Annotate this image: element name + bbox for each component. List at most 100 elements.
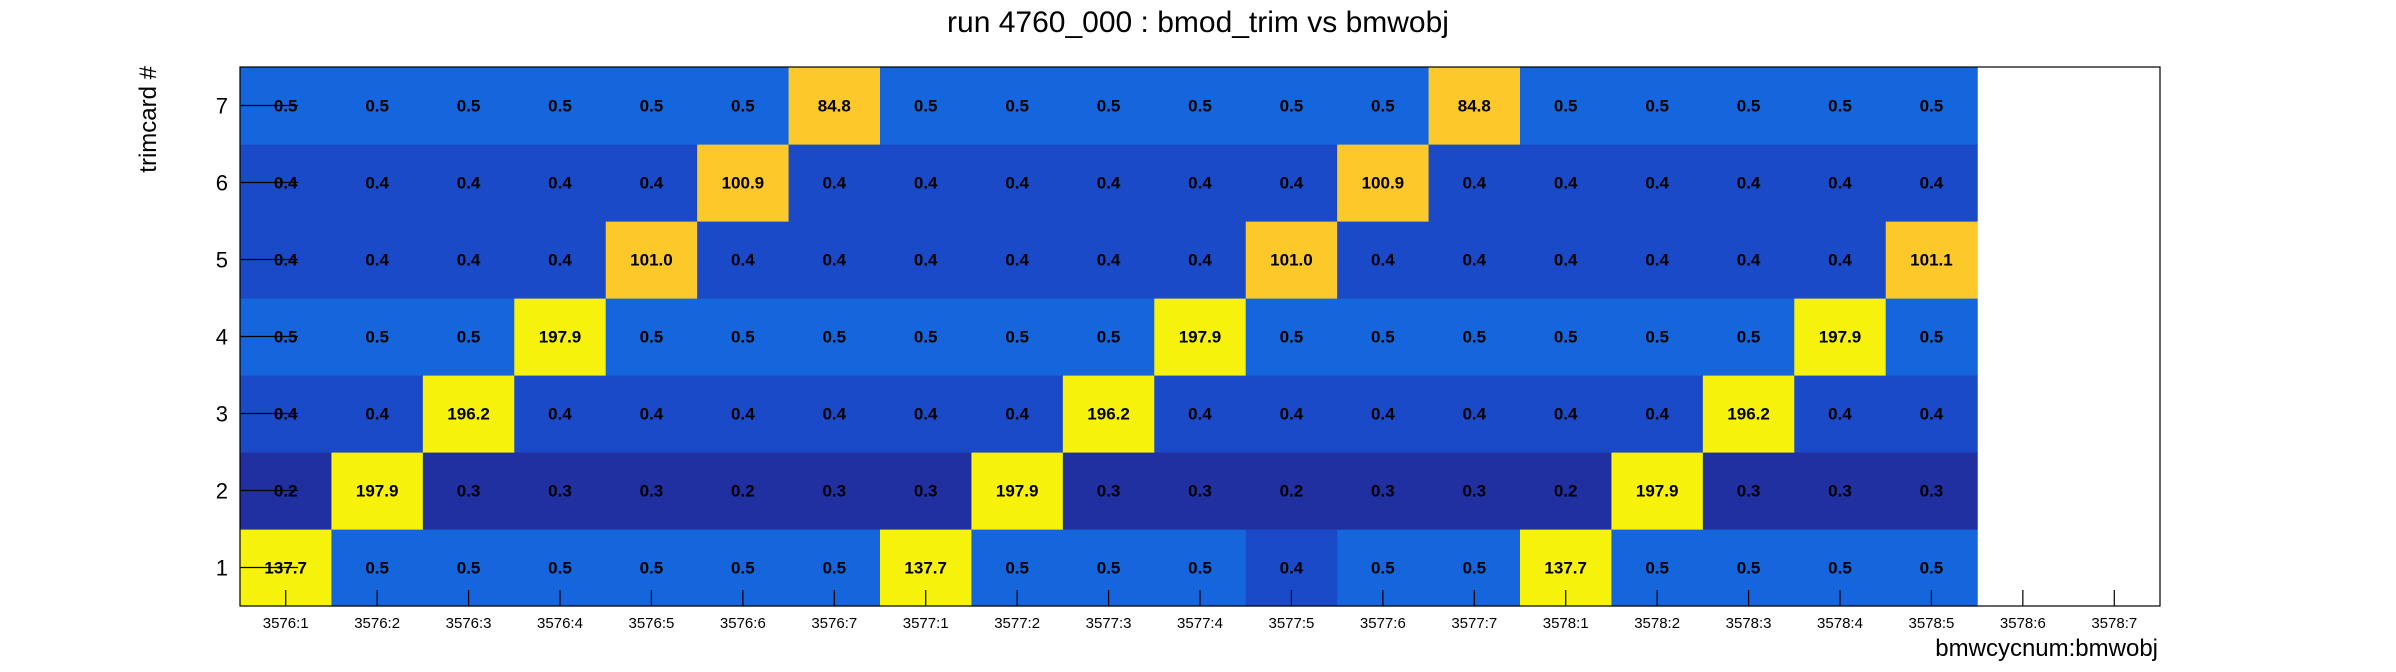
cell-value-label: 0.3 [1828,482,1852,501]
cell-value-label: 0.4 [457,174,481,193]
heatmap-cell [1245,298,1338,376]
cell-value-label: 0.5 [1371,328,1395,347]
cell-value-label: 196.2 [1087,405,1130,424]
heatmap-cell [697,144,790,222]
cell-value-label: 0.4 [1097,251,1121,270]
cell-value-label: 0.5 [1737,97,1761,116]
heatmap-cell [422,67,515,145]
cell-value-label: 0.4 [1737,174,1761,193]
heatmap-cell [331,375,424,453]
heatmap-cell [1702,375,1795,453]
cell-value-label: 0.4 [914,251,938,270]
heatmap-cell [788,67,881,145]
heatmap-cell [1337,452,1430,530]
heatmap-cell [1428,298,1521,376]
cell-value-label: 101.0 [1270,251,1313,270]
cell-value-label: 196.2 [1727,405,1770,424]
heatmap-cell [331,144,424,222]
heatmap-cell [514,298,607,376]
x-tick-label: 3577:3 [1086,615,1132,632]
cell-value-label: 0.4 [548,174,572,193]
heatmap-cell [697,298,790,376]
heatmap-cell [605,144,698,222]
heatmap-cell [1428,67,1521,145]
cell-value-label: 0.5 [1188,97,1212,116]
cell-value-label: 0.4 [1371,405,1395,424]
cell-value-label: 0.4 [1188,405,1212,424]
heatmap-cell [1885,221,1978,299]
heatmap-cell [1245,452,1338,530]
cell-value-label: 0.2 [731,482,755,501]
cell-value-label: 0.3 [1920,482,1944,501]
cell-value-label: 0.4 [1645,405,1669,424]
cell-value-label: 0.4 [457,251,481,270]
heatmap-cell [1794,144,1887,222]
heatmap-cell [788,144,881,222]
cell-value-label: 0.5 [1828,559,1852,578]
cell-value-label: 0.5 [1005,97,1029,116]
heatmap-cell [331,67,424,145]
heatmap-cell [1611,298,1704,376]
heatmap-cell [880,221,973,299]
heatmap-cell-labels: 137.7 0.5 0.5 0.5 0.5 0.5 0.5 137.7 0.5 0.5 0.5 0.4… [264,97,1952,578]
cell-value-label: 0.4 [1005,174,1029,193]
cell-value-label: 197.9 [1636,482,1679,501]
cell-value-label: 197.9 [539,328,582,347]
heatmap-cell [1611,452,1704,530]
heatmap-cell [514,221,607,299]
heatmap-cell [880,452,973,530]
cell-value-label: 0.4 [1097,174,1121,193]
heatmap-cell [605,375,698,453]
heatmap-cell [605,221,698,299]
heatmap-cell [605,452,698,530]
cell-value-label: 100.9 [1362,174,1405,193]
cell-value-label: 197.9 [356,482,399,501]
cell-value-label: 0.3 [1097,482,1121,501]
heatmap-cell [1794,221,1887,299]
y-tick-label: 4 [216,325,228,350]
heatmap-cell [1428,375,1521,453]
x-tick-label: 3577:7 [1451,615,1497,632]
heatmap-cell [1794,375,1887,453]
cell-value-label: 0.5 [822,559,846,578]
cell-value-label: 0.4 [1645,251,1669,270]
cell-value-label: 0.4 [1280,559,1304,578]
cell-value-label: 0.5 [457,97,481,116]
heatmap-cell [1428,144,1521,222]
x-tick-label: 3576:5 [628,615,674,632]
cell-value-label: 0.4 [1920,174,1944,193]
cell-value-label: 197.9 [1819,328,1862,347]
heatmap-cell [971,221,1064,299]
cell-value-label: 0.5 [731,328,755,347]
cell-value-label: 0.5 [365,97,389,116]
x-tick-label: 3577:5 [1268,615,1314,632]
heatmap-cell [788,221,881,299]
cell-value-label: 0.4 [640,405,664,424]
cell-value-label: 197.9 [1179,328,1222,347]
cell-value-label: 0.4 [1280,405,1304,424]
heatmap-cell [1885,452,1978,530]
heatmap-cell [1154,375,1247,453]
heatmap-cell [880,375,973,453]
heatmap-cell [1702,298,1795,376]
cell-value-label: 0.5 [365,328,389,347]
x-tick-label: 3577:6 [1360,615,1406,632]
cell-value-label: 0.4 [914,405,938,424]
x-tick-label: 3578:1 [1543,615,1589,632]
heatmap-cell [1520,67,1613,145]
cell-value-label: 0.5 [1645,97,1669,116]
plot-axes: 3576:1 3576:2 3576:3 3576:4 3576:5 3576:6 3576… [216,66,2161,632]
heatmap-cell [971,452,1064,530]
x-tick-label: 3577:2 [994,615,1040,632]
heatmap-cell [1154,298,1247,376]
heatmap-cell [605,67,698,145]
cell-value-label: 0.5 [1371,559,1395,578]
heatmap-cell [971,375,1064,453]
cell-value-label: 0.4 [1462,251,1486,270]
heatmap-cell [514,67,607,145]
heatmap-cell [1520,375,1613,453]
cell-value-label: 0.4 [1005,405,1029,424]
x-tick-label: 3576:4 [537,615,583,632]
heatmap-cell [1337,298,1430,376]
